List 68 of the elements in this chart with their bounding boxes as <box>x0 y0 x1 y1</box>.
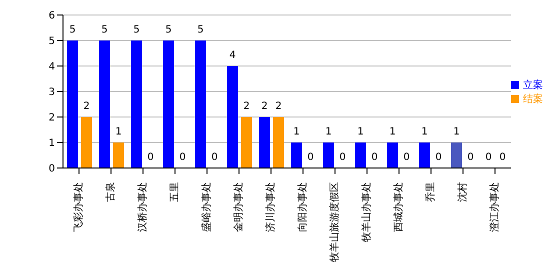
data-label: 2 <box>83 101 90 112</box>
y-tick-label: 0 <box>48 164 55 175</box>
y-tick-label: 2 <box>48 112 55 124</box>
x-tick-label: 汉桥办事处 <box>136 182 148 232</box>
x-tick-label: 济川办事处 <box>264 182 276 232</box>
data-label: 0 <box>371 152 378 163</box>
x-tick-label: 澄江办事处 <box>488 182 500 232</box>
y-tick-label: 5 <box>48 36 55 48</box>
data-label: 1 <box>453 126 460 138</box>
data-label: 2 <box>243 101 250 112</box>
bar <box>99 40 110 168</box>
x-tick-label: 西城办事处 <box>392 182 404 232</box>
data-label: 0 <box>147 152 154 163</box>
x-tick-label: 五里 <box>170 182 180 202</box>
x-tick-label: 金明办事处 <box>232 182 244 232</box>
data-label: 1 <box>293 126 300 138</box>
bar <box>67 40 78 168</box>
x-tick-label: 飞彩办事处 <box>72 182 84 232</box>
x-tick-label: 牧羊山办事处 <box>360 182 372 242</box>
data-label: 5 <box>165 24 172 36</box>
y-tick-label: 1 <box>48 138 55 150</box>
x-tick-label: 乔里 <box>424 182 436 202</box>
bar <box>323 142 334 168</box>
legend-label: 结案 <box>523 94 543 105</box>
data-label: 5 <box>101 24 108 36</box>
data-label: 0 <box>179 152 186 163</box>
bar <box>131 40 142 168</box>
bar <box>387 142 398 168</box>
data-label: 0 <box>307 152 314 163</box>
y-tick-label: 3 <box>48 87 55 98</box>
bar <box>195 40 206 168</box>
legend-label: 立案 <box>523 80 543 91</box>
x-tick-label: 向阳办事处 <box>296 182 308 232</box>
data-label: 1 <box>389 126 396 138</box>
data-label: 0 <box>403 152 410 163</box>
data-label: 0 <box>211 152 218 163</box>
data-label: 2 <box>275 101 282 112</box>
bar <box>241 117 252 168</box>
bar <box>419 142 430 168</box>
x-tick-label: 牧羊山旅游度假区 <box>328 182 340 262</box>
x-tick-label: 沈村 <box>456 182 468 202</box>
data-label: 0 <box>435 152 442 163</box>
x-tick-label: 古泉 <box>104 182 116 202</box>
data-label: 2 <box>261 101 268 112</box>
bar <box>259 117 270 168</box>
data-label: 1 <box>421 126 428 138</box>
data-label: 0 <box>339 152 346 163</box>
data-label: 5 <box>197 24 204 36</box>
bar <box>163 40 174 168</box>
data-label: 0 <box>499 152 506 163</box>
data-label: 1 <box>357 126 364 138</box>
bar <box>227 66 238 168</box>
bar <box>355 142 366 168</box>
bar <box>81 117 92 168</box>
y-tick-label: 4 <box>48 62 55 73</box>
data-label: 1 <box>325 126 332 138</box>
data-label: 5 <box>69 24 76 36</box>
data-label: 1 <box>115 126 122 138</box>
data-label: 4 <box>229 50 236 61</box>
bar <box>273 117 284 168</box>
bar <box>451 142 462 168</box>
bar <box>113 142 124 168</box>
data-label: 5 <box>133 24 140 36</box>
data-label: 0 <box>485 152 492 163</box>
y-tick-label: 6 <box>48 10 55 22</box>
x-tick-label: 盛峪办事处 <box>200 182 212 232</box>
data-label: 0 <box>467 152 474 163</box>
bar <box>291 142 302 168</box>
